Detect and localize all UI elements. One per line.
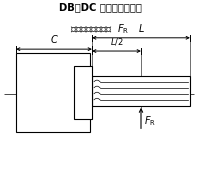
Text: $F_\mathrm{R}$: $F_\mathrm{R}$ [144,114,156,128]
Text: $L$: $L$ [138,22,144,34]
Bar [92,76,190,106]
Text: 轴伸许用径向载荷  $F_\mathrm{R}$: 轴伸许用径向载荷 $F_\mathrm{R}$ [70,23,130,36]
Bar [74,66,92,119]
Text: DB、DC 型减速器输出轴: DB、DC 型减速器输出轴 [59,2,141,12]
Text: $C$: $C$ [50,33,58,45]
Text: $L/2$: $L/2$ [110,36,123,47]
Bar [16,53,90,132]
